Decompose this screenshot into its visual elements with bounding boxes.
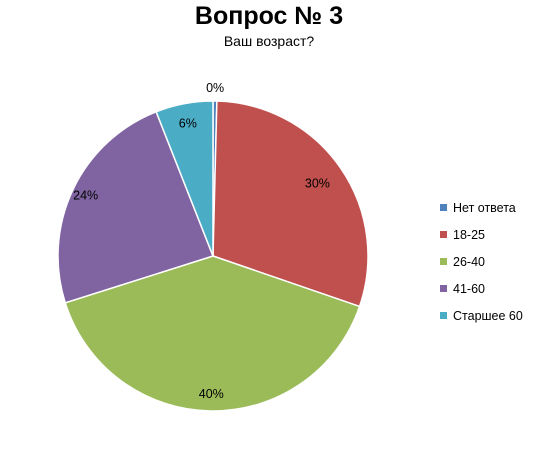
- legend-item-18-25: 18-25: [440, 221, 523, 248]
- legend-swatch: [440, 312, 447, 319]
- data-label-no-answer: 0%: [206, 81, 224, 95]
- pie-slice-26-40: [64, 255, 361, 412]
- legend-label: 18-25: [453, 227, 485, 242]
- legend-item-26-40: 26-40: [440, 248, 523, 275]
- legend-label: 26-40: [453, 254, 485, 269]
- data-label-over-60: 6%: [179, 117, 197, 131]
- chart-legend: Нет ответа 18-25 26-40 41-60 Старшее 60: [440, 194, 523, 329]
- legend-item-no-answer: Нет ответа: [440, 194, 523, 221]
- legend-swatch: [440, 285, 447, 292]
- legend-swatch: [440, 258, 447, 265]
- data-label-26-40: 40%: [199, 387, 224, 401]
- legend-label: Нет ответа: [453, 200, 516, 215]
- data-label-18-25: 30%: [305, 176, 330, 190]
- legend-swatch: [440, 204, 447, 211]
- legend-label: 41-60: [453, 281, 485, 296]
- legend-item-41-60: 41-60: [440, 275, 523, 302]
- legend-item-over-60: Старшее 60: [440, 302, 523, 329]
- legend-swatch: [440, 231, 447, 238]
- chart-title: Вопрос № 3: [194, 2, 344, 30]
- legend-label: Старшее 60: [453, 308, 523, 323]
- data-label-41-60: 24%: [73, 188, 98, 202]
- pie-slice-over-60: [155, 100, 214, 257]
- chart-subtitle: Ваш возраст?: [223, 33, 315, 49]
- pie-slice-18-25: [212, 100, 369, 308]
